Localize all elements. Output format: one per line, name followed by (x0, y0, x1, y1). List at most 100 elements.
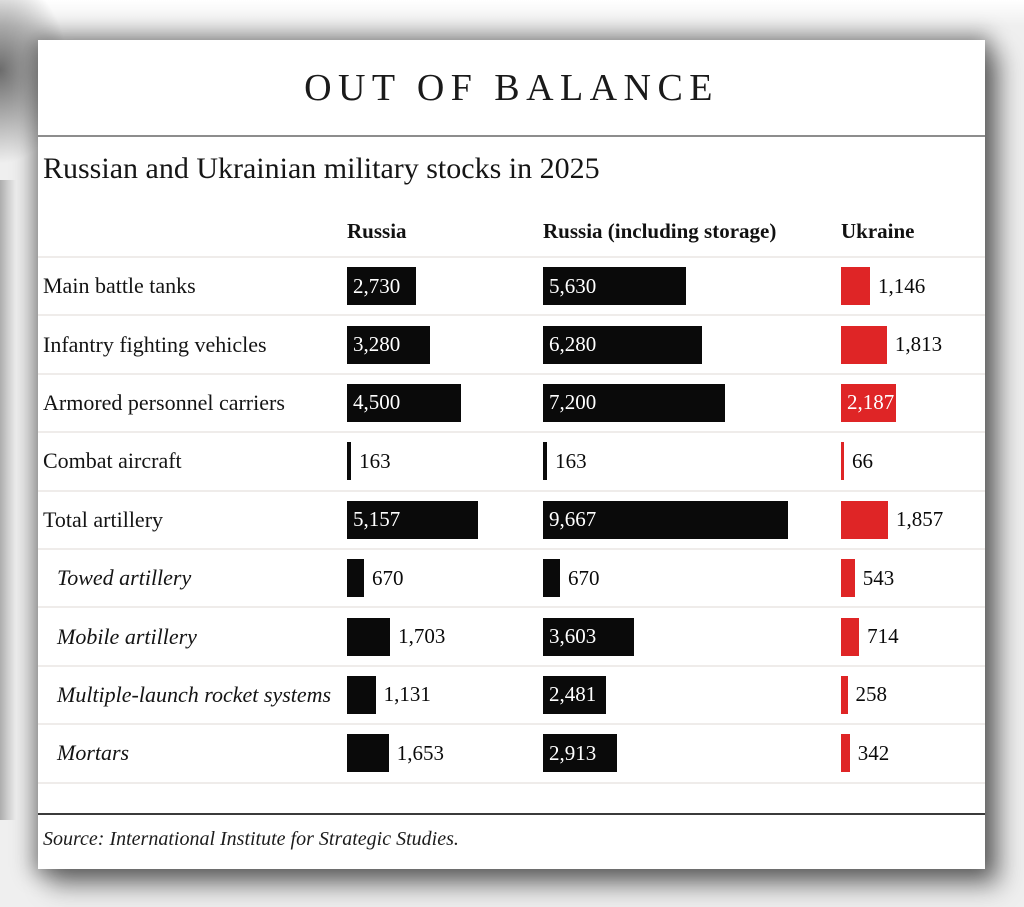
bar-cell: 163 (347, 433, 543, 489)
bar-cell: 258 (841, 667, 980, 723)
bar-ukraine (841, 500, 888, 539)
bar-russia-storage: 7,200 (543, 383, 726, 422)
table-row: Main battle tanks 2,730 5,630 1,146 (38, 258, 985, 317)
bar-russia-storage: 9,667 (543, 500, 788, 539)
bar-ukraine (841, 675, 848, 714)
bar-value: 5,630 (549, 273, 597, 298)
bar-value: 4,500 (353, 390, 401, 415)
bar-value: 1,653 (396, 740, 445, 765)
bar-russia (347, 734, 389, 773)
table-body: Main battle tanks 2,730 5,630 1,146 Infantry… (38, 258, 985, 784)
bar-value: 1,813 (894, 332, 943, 357)
bar-cell: 1,131 (347, 667, 543, 723)
bar-russia: 2,730 (347, 267, 417, 306)
bar-ukraine (841, 267, 870, 306)
bar-value: 2,481 (549, 682, 597, 707)
bar-russia (347, 559, 364, 598)
bar-cell: 66 (841, 433, 980, 489)
bar-cell: 1,146 (841, 258, 980, 314)
bar-cell: 1,653 (347, 725, 543, 781)
page-left-vignette (0, 180, 16, 820)
bar-cell: 670 (347, 550, 543, 606)
bar-value: 1,146 (878, 273, 926, 298)
table-row: Mobile artillery 1,703 3,603 714 (38, 608, 985, 667)
bar-cell: 5,630 (543, 258, 841, 314)
bar-russia-storage: 2,481 (543, 675, 606, 714)
bar-cell: 342 (841, 725, 980, 781)
bar-russia-storage (543, 559, 560, 598)
bar-ukraine (841, 734, 850, 773)
bar-russia: 3,280 (347, 325, 430, 364)
bar-cell: 670 (543, 550, 841, 606)
row-label: Main battle tanks (43, 273, 196, 299)
bar-value: 66 (852, 448, 873, 473)
bar-russia-storage (543, 442, 548, 481)
bar-value: 5,157 (353, 507, 401, 532)
bar-cell: 2,730 (347, 258, 543, 314)
bar-russia-storage: 3,603 (543, 617, 635, 656)
row-label: Combat aircraft (43, 448, 182, 474)
bar-value: 714 (867, 624, 899, 649)
bar-cell: 2,187 (841, 375, 980, 431)
bar-russia (347, 617, 391, 656)
bar-russia: 5,157 (347, 500, 478, 539)
row-label: Infantry fighting vehicles (43, 331, 267, 357)
table-row: Combat aircraft 163 163 66 (38, 433, 985, 492)
bar-cell: 6,280 (543, 316, 841, 372)
column-header-russia: Russia (347, 219, 407, 243)
bar-value: 3,603 (549, 624, 597, 649)
bar-value: 6,280 (549, 332, 597, 357)
chart-subtitle: Russian and Ukrainian military stocks in… (43, 152, 600, 185)
bar-cell: 1,857 (841, 492, 980, 548)
table-row: Towed artillery 670 670 543 (38, 550, 985, 609)
bar-cell: 4,500 (347, 375, 543, 431)
bar-russia-storage: 5,630 (543, 267, 686, 306)
column-header-ukraine: Ukraine (841, 219, 915, 243)
table-row: Infantry fighting vehicles 3,280 6,280 1,81… (38, 316, 985, 375)
column-headers: Russia Russia (including storage) Ukrain… (38, 203, 985, 258)
bar-cell: 2,913 (543, 725, 841, 781)
bar-cell: 9,667 (543, 492, 841, 548)
table-row: Multiple-launch rocket systems 1,131 2,481… (38, 667, 985, 726)
bar-ukraine (841, 617, 860, 656)
row-label: Total artillery (43, 506, 164, 532)
bar-value: 2,730 (353, 273, 401, 298)
bar-cell: 714 (841, 608, 980, 664)
footer-divider (38, 812, 985, 815)
bar-value: 9,667 (549, 507, 597, 532)
bar-ukraine (841, 325, 887, 364)
row-label: Mortars (57, 740, 130, 766)
bar-value: 2,187 (847, 390, 895, 415)
table-row: Total artillery 5,157 9,667 1,857 (38, 492, 985, 550)
bar-value: 1,131 (383, 682, 431, 707)
bar-ukraine (841, 559, 855, 598)
bar-value: 163 (555, 448, 587, 473)
page-top-vignette (0, 0, 1024, 26)
chart-card: OUT OF BALANCE Russian and Ukrainian mil… (38, 40, 985, 869)
footer-gap (38, 784, 985, 813)
bar-value: 7,200 (549, 390, 597, 415)
bar-value: 543 (862, 565, 895, 590)
bar-ukraine: 2,187 (841, 383, 897, 422)
bar-cell: 2,481 (543, 667, 841, 723)
bar-cell: 1,703 (347, 608, 543, 664)
row-label: Multiple-launch rocket systems (57, 681, 332, 707)
bar-cell: 163 (543, 433, 841, 489)
bar-value: 2,913 (549, 740, 597, 765)
bar-value: 670 (372, 565, 404, 590)
bar-ukraine (841, 442, 844, 481)
row-label: Armored personnel carriers (43, 389, 285, 415)
table-row: Armored personnel carriers 4,500 7,200 2,18… (38, 375, 985, 434)
bar-value: 258 (855, 682, 888, 707)
bar-russia (347, 442, 352, 481)
bar-value: 163 (359, 448, 391, 473)
source-note: Source: International Institute for Stra… (43, 827, 459, 850)
bar-value: 670 (568, 565, 600, 590)
bar-russia (347, 675, 376, 714)
table-row: Mortars 1,653 2,913 342 (38, 725, 985, 784)
bar-value: 1,857 (896, 507, 944, 532)
bar-value: 342 (857, 740, 890, 765)
bar-russia-storage: 2,913 (543, 734, 617, 773)
bar-cell: 3,603 (543, 608, 841, 664)
title-divider (38, 135, 985, 137)
